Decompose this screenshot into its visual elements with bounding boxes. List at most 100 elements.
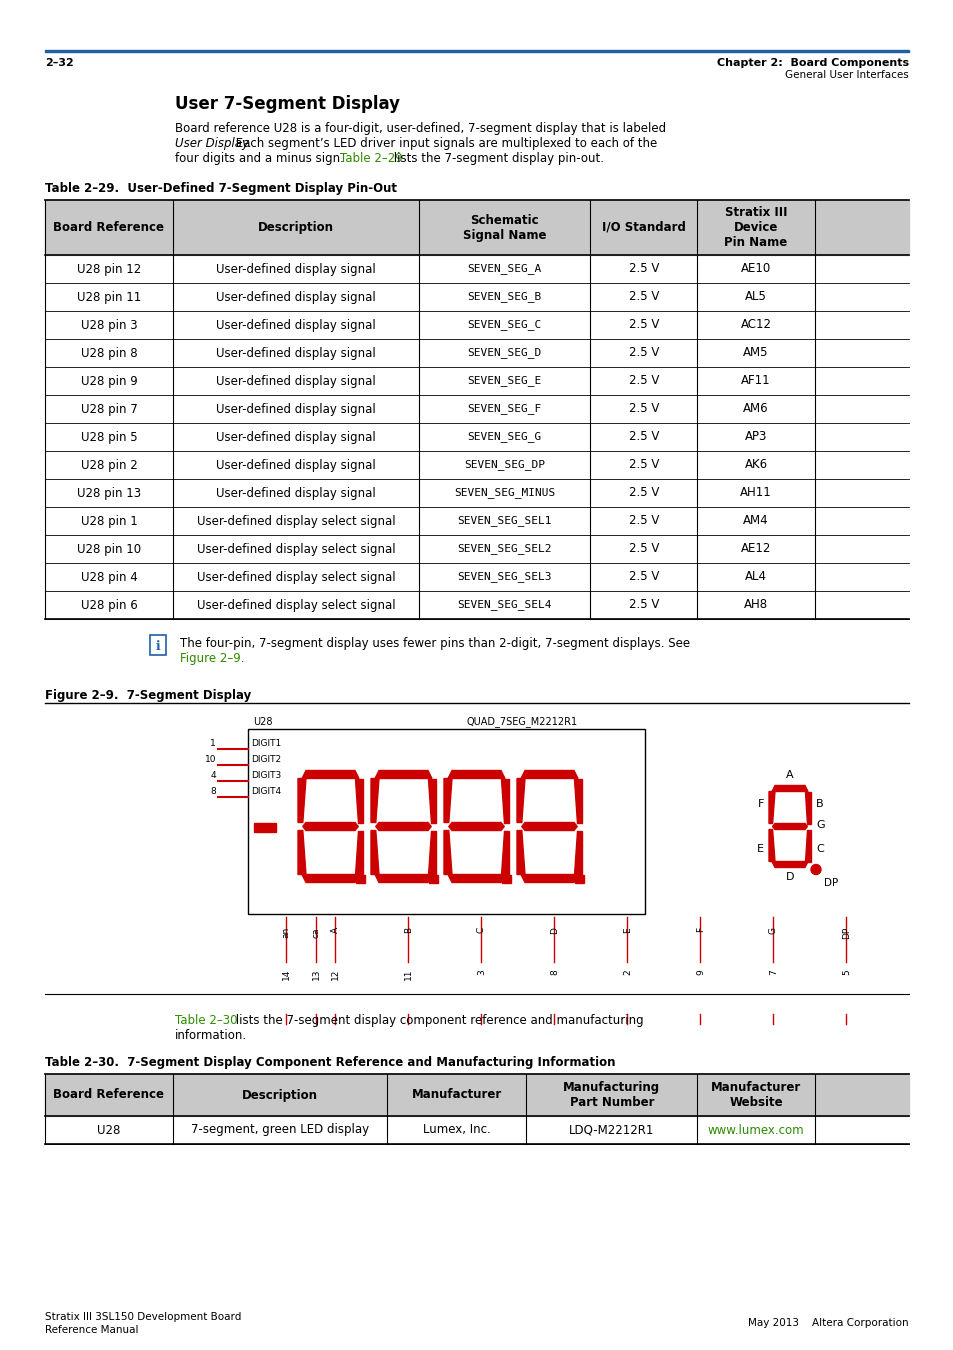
Polygon shape	[443, 779, 452, 822]
Bar	[45, 1075, 908, 1116]
Text: B: B	[815, 799, 822, 809]
Text: AC12: AC12	[740, 319, 771, 332]
Text: DP: DP	[841, 927, 850, 940]
Text: 7: 7	[768, 969, 778, 975]
Text: SEVEN_SEG_SEL1: SEVEN_SEG_SEL1	[456, 516, 552, 526]
Text: User-defined display signal: User-defined display signal	[216, 402, 375, 416]
Polygon shape	[448, 826, 504, 830]
Text: AH11: AH11	[740, 486, 771, 500]
Text: Board reference U28 is a four-digit, user-defined, 7-segment display that is lab: Board reference U28 is a four-digit, use…	[174, 122, 665, 135]
Text: SEVEN_SEG_SEL4: SEVEN_SEG_SEL4	[456, 599, 552, 610]
Text: SEVEN_SEG_F: SEVEN_SEG_F	[467, 404, 541, 414]
Text: F: F	[696, 927, 704, 931]
Text: AP3: AP3	[744, 431, 766, 444]
Text: User-defined display select signal: User-defined display select signal	[196, 514, 395, 528]
Text: Manufacturing
Part Number: Manufacturing Part Number	[562, 1081, 659, 1108]
Text: Stratix III
Device
Pin Name: Stratix III Device Pin Name	[723, 207, 787, 248]
Text: 12: 12	[331, 969, 339, 980]
Text: 1: 1	[210, 738, 215, 748]
Text: 13: 13	[312, 969, 320, 980]
Circle shape	[810, 864, 821, 875]
Text: User 7-Segment Display: User 7-Segment Display	[174, 95, 399, 113]
Polygon shape	[771, 786, 807, 791]
Text: Manufacturer
Website: Manufacturer Website	[710, 1081, 801, 1108]
Polygon shape	[517, 830, 524, 875]
Polygon shape	[302, 822, 357, 826]
Polygon shape	[574, 830, 581, 875]
Polygon shape	[371, 779, 378, 822]
Text: D: D	[785, 872, 794, 882]
Text: 2.5 V: 2.5 V	[628, 598, 659, 612]
Text: U28 pin 6: U28 pin 6	[80, 598, 137, 612]
Text: May 2013    Altera Corporation: May 2013 Altera Corporation	[747, 1318, 908, 1328]
Text: AF11: AF11	[740, 374, 770, 387]
Bar	[45, 50, 908, 53]
Text: AM6: AM6	[742, 402, 768, 416]
Text: SEVEN_SEG_MINUS: SEVEN_SEG_MINUS	[454, 487, 555, 498]
Text: User-defined display signal: User-defined display signal	[216, 486, 375, 500]
Text: I/O Standard: I/O Standard	[601, 221, 685, 234]
Text: 2.5 V: 2.5 V	[628, 459, 659, 471]
Polygon shape	[804, 791, 810, 823]
Text: Stratix III 3SL150 Development Board: Stratix III 3SL150 Development Board	[45, 1312, 241, 1322]
Text: A: A	[785, 769, 793, 779]
Text: AH8: AH8	[743, 598, 767, 612]
Text: SEVEN_SEG_DP: SEVEN_SEG_DP	[464, 459, 544, 470]
Polygon shape	[500, 830, 509, 875]
Text: G: G	[768, 927, 778, 934]
Text: G: G	[815, 821, 823, 830]
Text: DIGIT3: DIGIT3	[251, 771, 281, 780]
Text: U28 pin 2: U28 pin 2	[80, 459, 137, 471]
Text: LDQ-M2212R1: LDQ-M2212R1	[569, 1123, 654, 1137]
Text: lists the 7-segment display component reference and manufacturing: lists the 7-segment display component re…	[232, 1014, 643, 1027]
Text: User-defined display signal: User-defined display signal	[216, 319, 375, 332]
Polygon shape	[443, 830, 452, 875]
Text: C: C	[476, 927, 485, 933]
Polygon shape	[375, 826, 431, 830]
Text: www.lumex.com: www.lumex.com	[707, 1123, 803, 1137]
Text: SEVEN_SEG_A: SEVEN_SEG_A	[467, 263, 541, 274]
Text: Table 2–30.  7-Segment Display Component Reference and Manufacturing Information: Table 2–30. 7-Segment Display Component …	[45, 1056, 615, 1069]
Text: DIGIT2: DIGIT2	[251, 755, 281, 764]
Text: DIGIT1: DIGIT1	[251, 738, 281, 748]
Text: 2.5 V: 2.5 V	[628, 319, 659, 332]
Text: Table 2–30: Table 2–30	[174, 1014, 237, 1027]
Text: Table 2–29.  User-Defined 7-Segment Display Pin-Out: Table 2–29. User-Defined 7-Segment Displ…	[45, 182, 396, 194]
Text: U28 pin 5: U28 pin 5	[81, 431, 137, 444]
Text: AL4: AL4	[744, 571, 766, 583]
Bar	[150, 634, 166, 655]
Text: 2.5 V: 2.5 V	[628, 290, 659, 304]
Text: C: C	[815, 844, 822, 855]
Text: A: A	[331, 927, 339, 933]
Text: User-defined display signal: User-defined display signal	[216, 431, 375, 444]
Text: User-defined display signal: User-defined display signal	[216, 290, 375, 304]
Polygon shape	[520, 875, 578, 883]
Text: 2.5 V: 2.5 V	[628, 262, 659, 275]
Text: Lumex, Inc.: Lumex, Inc.	[422, 1123, 490, 1137]
Text: Figure 2–9.: Figure 2–9.	[180, 652, 244, 666]
Text: General User Interfaces: General User Interfaces	[784, 70, 908, 80]
Text: F: F	[757, 799, 763, 809]
Text: Chapter 2:  Board Components: Chapter 2: Board Components	[716, 58, 908, 68]
Text: 4: 4	[211, 771, 215, 780]
Polygon shape	[771, 861, 807, 868]
Text: E: E	[757, 844, 763, 855]
Polygon shape	[500, 779, 509, 822]
Text: User-defined display signal: User-defined display signal	[216, 374, 375, 387]
Text: 2.5 V: 2.5 V	[628, 571, 659, 583]
Polygon shape	[375, 875, 432, 883]
Text: Manufacturer: Manufacturer	[411, 1088, 501, 1102]
Text: U28: U28	[253, 717, 273, 728]
Text: 2.5 V: 2.5 V	[628, 347, 659, 359]
Text: 9: 9	[696, 969, 704, 975]
Text: 2.5 V: 2.5 V	[628, 543, 659, 555]
Text: Board Reference: Board Reference	[53, 221, 164, 234]
Text: Figure 2–9.  7-Segment Display: Figure 2–9. 7-Segment Display	[45, 688, 251, 702]
Text: 2.5 V: 2.5 V	[628, 374, 659, 387]
Text: DIGIT4: DIGIT4	[251, 787, 281, 796]
Text: AK6: AK6	[743, 459, 767, 471]
Text: four digits and a minus sign.: four digits and a minus sign.	[174, 153, 347, 165]
Text: information.: information.	[174, 1029, 247, 1042]
Text: U28 pin 10: U28 pin 10	[77, 543, 141, 555]
Text: AL5: AL5	[744, 290, 766, 304]
